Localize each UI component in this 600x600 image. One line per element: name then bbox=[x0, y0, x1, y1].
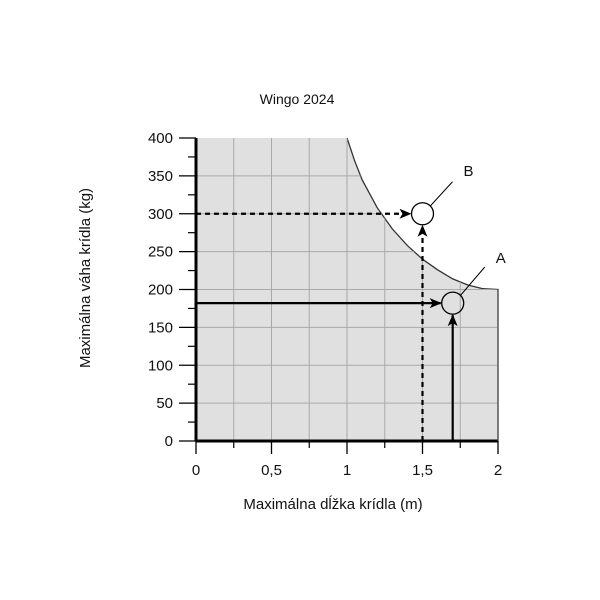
y-tick-label: 250 bbox=[148, 244, 173, 261]
chart-title: Wingo 2024 bbox=[260, 91, 335, 107]
ticks: 0 50 100 150 200 250 300 350 400 0 0,5 1 1,5 2 bbox=[148, 130, 502, 479]
guide-lines bbox=[196, 208, 458, 441]
point-label-B: B bbox=[463, 163, 473, 180]
y-tick-label: 0 bbox=[165, 433, 173, 450]
x-tick-label: 2 bbox=[494, 462, 502, 479]
point-circle-A bbox=[441, 291, 465, 315]
callout-line-A bbox=[460, 266, 486, 296]
y-tick-label: 50 bbox=[156, 395, 173, 412]
y-tick-label: 300 bbox=[148, 206, 173, 223]
point-circle-B bbox=[410, 202, 435, 226]
point-label-A: A bbox=[496, 250, 506, 267]
y-axis-label: Maximálna váha krídla (kg) bbox=[77, 188, 94, 368]
x-tick-label: 1 bbox=[343, 462, 351, 479]
y-tick-label: 350 bbox=[148, 168, 173, 185]
y-tick-label: 200 bbox=[148, 282, 173, 299]
point-markers: AB bbox=[410, 163, 506, 315]
x-tick-label: 0,5 bbox=[261, 462, 282, 479]
y-tick-label: 100 bbox=[148, 357, 173, 374]
x-axis-label: Maximálna dĺžka krídla (m) bbox=[243, 495, 422, 513]
grid-inner bbox=[196, 138, 498, 441]
callout-line-B bbox=[430, 181, 453, 207]
grid bbox=[196, 138, 498, 441]
x-tick-label: 1,5 bbox=[412, 462, 433, 479]
y-tick-label: 400 bbox=[148, 130, 173, 147]
x-tick-label: 0 bbox=[192, 462, 200, 479]
y-tick-label: 150 bbox=[148, 319, 173, 336]
